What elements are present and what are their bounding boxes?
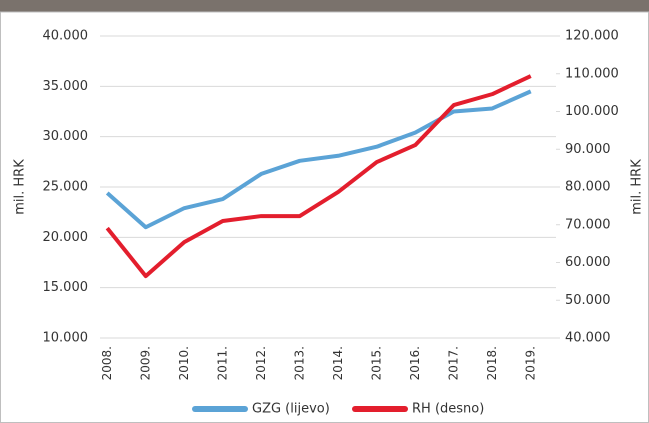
y2-tick-label: 90.000: [565, 142, 611, 157]
x-tick-label: 2019.: [523, 346, 537, 380]
y2-tick-label: 100.000: [565, 104, 619, 119]
y-tick-label: 35.000: [43, 79, 89, 94]
header-bar: [0, 0, 649, 12]
y-tick-label: 10.000: [43, 331, 89, 346]
x-tick-label: 2010.: [177, 346, 191, 380]
y-axis-label: mil. HRK: [13, 159, 28, 215]
y-tick-label: 40.000: [43, 29, 89, 44]
y2-tick-label: 50.000: [565, 293, 611, 308]
chart-border: [0, 11, 649, 423]
x-tick-label: 2013.: [292, 346, 306, 380]
x-tick-label: 2012.: [254, 346, 268, 380]
y2-tick-label: 120.000: [565, 29, 619, 44]
x-tick-label: 2016.: [408, 346, 422, 380]
y-tick-label: 25.000: [43, 180, 89, 195]
y-tick-label: 20.000: [43, 230, 89, 245]
y2-tick-label: 80.000: [565, 180, 611, 195]
series-line: [105, 74, 532, 279]
y2-axis-label: mil. HRK: [630, 159, 645, 215]
x-tick-label: 2018.: [485, 346, 499, 380]
x-tick-label: 2014.: [331, 346, 345, 380]
x-tick-label: 2017.: [446, 346, 460, 380]
x-tick-label: 2009.: [138, 346, 152, 380]
x-tick-label: 2015.: [369, 346, 383, 380]
series-line: [105, 89, 532, 230]
x-tick-label: 2011.: [215, 346, 229, 380]
y2-tick-label: 70.000: [565, 217, 611, 232]
x-tick-label: 2008.: [100, 346, 114, 380]
y-tick-label: 15.000: [43, 280, 89, 295]
legend-label: GZG (lijevo): [252, 402, 330, 417]
y2-tick-label: 60.000: [565, 255, 611, 270]
y2-tick-label: 110.000: [565, 66, 619, 81]
y-tick-label: 30.000: [43, 129, 89, 144]
legend-label: RH (desno): [412, 402, 484, 417]
y2-tick-label: 40.000: [565, 331, 611, 346]
